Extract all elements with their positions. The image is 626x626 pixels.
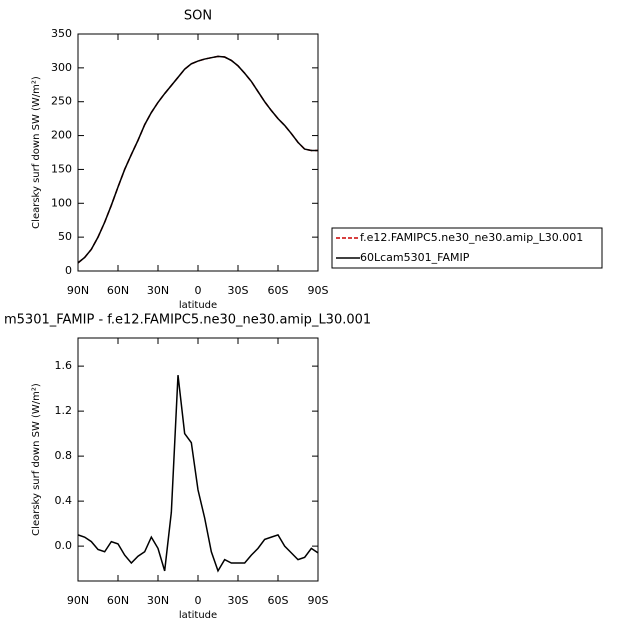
y-tick-label: 1.2 [55, 404, 73, 417]
x-tick-label: 30S [228, 284, 249, 297]
x-axis-label: latitude [179, 610, 217, 621]
x-tick-label: 90N [67, 594, 89, 607]
x-tick-label: 30N [147, 284, 169, 297]
y-tick-label: 300 [51, 61, 72, 74]
chart-title: SON [184, 9, 212, 24]
x-axis-label: latitude [179, 300, 217, 311]
x-tick-label: 30S [228, 594, 249, 607]
y-axis-label: Clearsky surf down SW (W/m²) [31, 76, 42, 229]
plot-frame [77, 33, 319, 272]
y-tick-label: 50 [58, 230, 72, 243]
data-line [77, 55, 318, 264]
y-tick-label: 0.4 [55, 494, 73, 507]
x-tick-label: 90S [308, 594, 329, 607]
y-tick-label: 1.6 [55, 359, 73, 372]
y-tick-label: 350 [51, 27, 72, 40]
x-tick-label: 60N [107, 284, 129, 297]
data-line [77, 375, 319, 573]
y-tick-label: 0.8 [55, 449, 73, 462]
legend-label: f.e12.FAMIPC5.ne30_ne30.amip_L30.001 [360, 231, 583, 244]
y-axis-label: Clearsky surf down SW (W/m²) [31, 383, 42, 536]
y-tick-label: 150 [51, 162, 72, 175]
x-tick-label: 60S [268, 594, 289, 607]
y-tick-label: 0.0 [55, 539, 73, 552]
legend-box [331, 227, 603, 269]
plot-frame [77, 337, 319, 582]
x-tick-label: 60S [268, 284, 289, 297]
x-tick-label: 60N [107, 594, 129, 607]
x-tick-label: 0 [195, 284, 202, 297]
x-tick-label: 30N [147, 594, 169, 607]
data-line [77, 55, 318, 264]
y-tick-label: 250 [51, 95, 72, 108]
legend-label: 60Lcam5301_FAMIP [360, 251, 470, 264]
y-tick-label: 100 [51, 196, 72, 209]
x-tick-label: 0 [195, 594, 202, 607]
x-tick-label: 90N [67, 284, 89, 297]
y-tick-label: 0 [65, 264, 72, 277]
y-tick-label: 200 [51, 129, 72, 142]
x-tick-label: 90S [308, 284, 329, 297]
chart-title: m5301_FAMIP - f.e12.FAMIPC5.ne30_ne30.am… [4, 313, 371, 328]
